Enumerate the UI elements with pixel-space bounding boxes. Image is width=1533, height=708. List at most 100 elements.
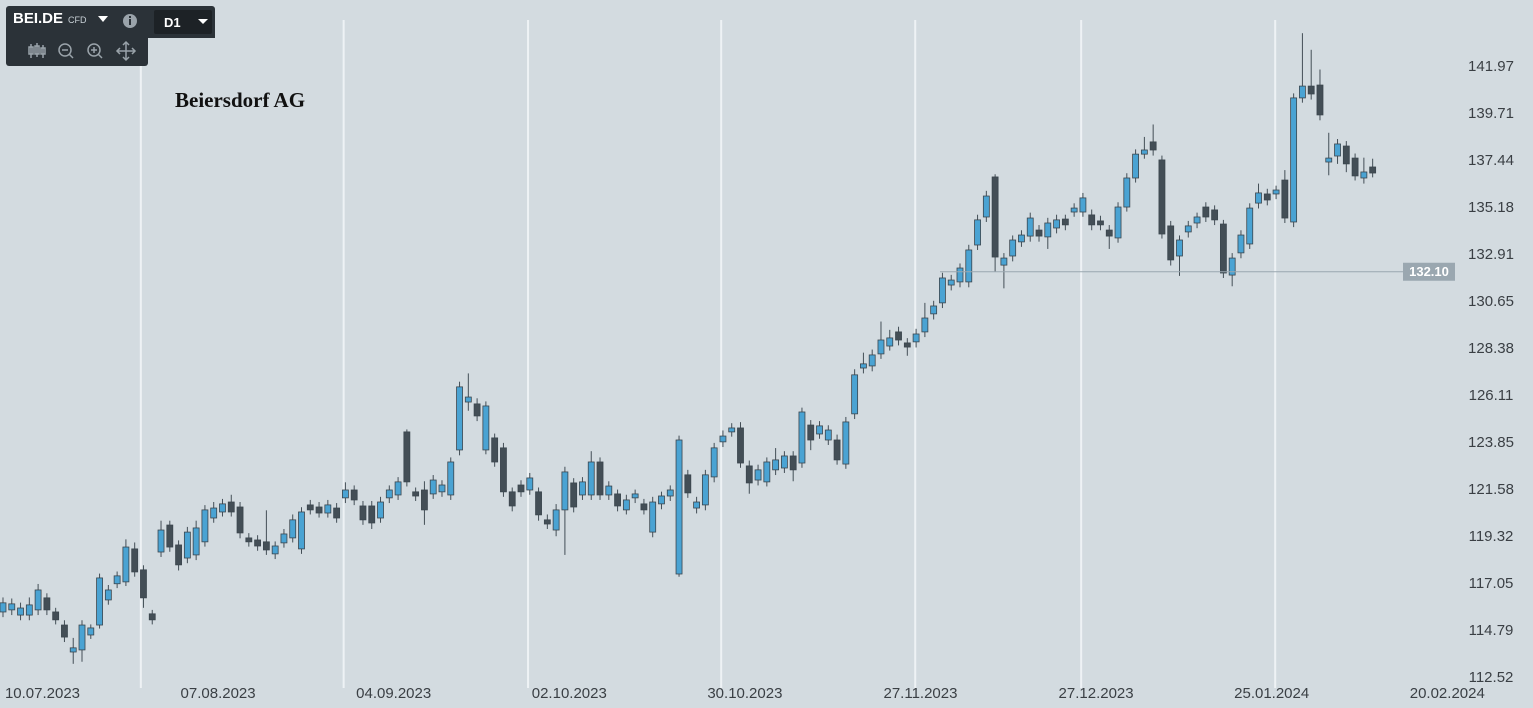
candle-body xyxy=(561,471,569,511)
y-tick-label: 119.32 xyxy=(1469,528,1514,545)
candle-body xyxy=(456,386,463,451)
candle-body xyxy=(833,439,841,461)
candle-body xyxy=(236,506,244,534)
candle-body xyxy=(1184,225,1192,233)
y-tick-label: 117.05 xyxy=(1469,575,1514,592)
candle-body xyxy=(298,511,305,550)
candle-body xyxy=(1299,85,1306,99)
y-tick-label: 137.44 xyxy=(1468,152,1514,169)
candle-body xyxy=(1281,179,1289,219)
candle-body xyxy=(543,519,551,525)
symbol[interactable]: BEI.DE xyxy=(13,10,64,27)
info-glyph xyxy=(129,16,131,18)
candle-body xyxy=(324,504,332,514)
candle-body xyxy=(666,489,674,497)
candle-body xyxy=(1132,153,1139,179)
candle-body xyxy=(421,489,428,511)
candle-body xyxy=(210,507,218,519)
symbol-bar: BEI.DE CFD D1 xyxy=(6,6,215,38)
candle-body xyxy=(464,396,472,403)
candle-body xyxy=(798,411,806,464)
candle-body xyxy=(745,465,753,484)
candle-body xyxy=(1026,217,1034,237)
zoom-in-tool[interactable] xyxy=(87,43,103,59)
candle-body xyxy=(526,477,534,491)
candle-body xyxy=(1202,206,1210,218)
candle-body xyxy=(1114,206,1122,239)
candle-body xyxy=(1105,229,1113,237)
candle-body xyxy=(903,342,911,348)
candle-body xyxy=(0,602,7,613)
candle-body xyxy=(333,507,341,519)
x-tick-label: 02.10.2023 xyxy=(532,685,607,702)
candle-body xyxy=(1237,234,1245,254)
candle-body xyxy=(69,647,77,653)
candle-body xyxy=(772,459,780,471)
candle-body xyxy=(1334,143,1341,157)
candle-body xyxy=(754,469,762,481)
symbol-dropdown[interactable] xyxy=(98,16,108,22)
candle-body xyxy=(438,484,446,493)
candle-body xyxy=(157,529,165,553)
candle-body xyxy=(140,569,147,599)
candle-body xyxy=(350,489,358,501)
candle-body xyxy=(508,491,516,507)
candle-body xyxy=(614,493,621,507)
candle-body xyxy=(860,363,867,369)
candle-body xyxy=(192,527,200,556)
candle-body xyxy=(605,485,613,496)
last-price-box xyxy=(1403,262,1455,281)
candle-body xyxy=(649,501,657,533)
candle-body xyxy=(1070,207,1078,213)
candle-body xyxy=(306,504,314,511)
candle-body xyxy=(1123,177,1131,208)
candle-body xyxy=(535,491,542,516)
candle-body xyxy=(1351,157,1359,177)
candle-body xyxy=(939,277,946,304)
candle-body xyxy=(201,509,209,543)
candle-body xyxy=(429,479,437,495)
chart-type-tool[interactable] xyxy=(28,43,46,58)
candle-body xyxy=(473,403,481,417)
candle-body xyxy=(219,503,226,513)
y-tick-label: 128.38 xyxy=(1468,340,1514,357)
candle-body xyxy=(245,537,253,543)
candle-body xyxy=(104,589,112,601)
candle-body xyxy=(377,501,384,519)
candle-body xyxy=(1140,149,1148,155)
candle-body xyxy=(737,427,744,464)
candle-body xyxy=(43,597,51,611)
pan-tool[interactable] xyxy=(115,40,137,62)
candle-body xyxy=(693,501,700,509)
candle-body xyxy=(596,461,604,496)
x-tick-label: 10.07.2023 xyxy=(5,685,80,702)
candle-body xyxy=(1097,220,1104,226)
candle-body xyxy=(587,461,595,496)
x-tick-label: 27.11.2023 xyxy=(884,685,958,702)
candle-body xyxy=(710,447,718,478)
candle-body xyxy=(1255,192,1262,204)
candle-body xyxy=(482,405,490,451)
zoom-out-tool[interactable] xyxy=(58,43,74,59)
candle-body xyxy=(394,481,402,496)
candle-body xyxy=(1079,197,1087,213)
candle-body xyxy=(227,501,235,513)
candle-body xyxy=(658,495,665,505)
candle-body xyxy=(1246,207,1254,245)
candle-body xyxy=(1009,239,1017,257)
candle-body xyxy=(1316,84,1324,116)
candle-body xyxy=(675,439,683,575)
y-tick-label: 130.65 xyxy=(1468,293,1514,310)
candle-body xyxy=(1272,189,1280,195)
candle-body xyxy=(1176,239,1183,257)
candle-body xyxy=(1369,166,1377,174)
y-tick-label: 123.85 xyxy=(1468,434,1514,451)
timeframe-select[interactable]: D1 xyxy=(154,10,212,34)
candle-body xyxy=(359,505,367,521)
candle-body xyxy=(1044,222,1052,238)
candle-body xyxy=(956,267,964,283)
y-tick-label: 139.71 xyxy=(1468,105,1514,122)
candle-body xyxy=(262,541,270,551)
candle-body xyxy=(842,421,850,465)
